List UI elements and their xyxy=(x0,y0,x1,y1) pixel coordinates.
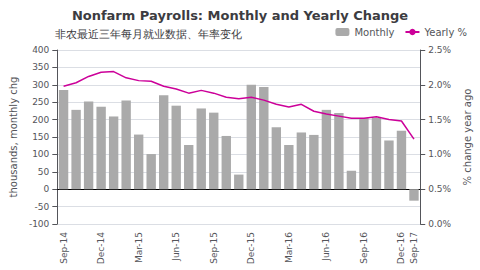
svg-text:2.0%: 2.0% xyxy=(428,80,451,90)
svg-text:Mar-16: Mar-16 xyxy=(284,232,294,263)
svg-text:0: 0 xyxy=(44,184,50,194)
svg-text:250: 250 xyxy=(32,97,49,107)
svg-text:100: 100 xyxy=(32,149,49,159)
svg-text:Sep-15: Sep-15 xyxy=(209,232,219,264)
svg-text:2.5%: 2.5% xyxy=(428,45,451,55)
svg-text:400: 400 xyxy=(32,45,49,55)
svg-text:200: 200 xyxy=(32,115,49,125)
svg-text:% change year ago: % change year ago xyxy=(462,89,473,186)
svg-text:Yearly %: Yearly % xyxy=(423,27,467,38)
svg-text:Jun-16: Jun-16 xyxy=(321,232,331,262)
svg-text:300: 300 xyxy=(32,80,49,90)
svg-text:非农最近三年每月就业数据、年率变化: 非农最近三年每月就业数据、年率变化 xyxy=(55,28,242,41)
svg-text:Jun-15: Jun-15 xyxy=(171,232,181,262)
svg-text:0.0%: 0.0% xyxy=(428,219,451,229)
svg-text:Dec-16: Dec-16 xyxy=(396,232,406,264)
svg-text:Mar-15: Mar-15 xyxy=(134,232,144,263)
svg-text:Nonfarm Payrolls: Monthly and: Nonfarm Payrolls: Monthly and Yearly Cha… xyxy=(72,8,408,23)
svg-text:0.5%: 0.5% xyxy=(428,184,451,194)
svg-text:350: 350 xyxy=(32,62,49,72)
svg-text:Sep-16: Sep-16 xyxy=(359,232,369,264)
svg-text:Sep-17: Sep-17 xyxy=(409,232,419,264)
svg-text:Sep-14: Sep-14 xyxy=(59,232,69,264)
svg-text:Monthly: Monthly xyxy=(354,27,394,38)
svg-text:50: 50 xyxy=(38,167,50,177)
svg-text:thousands, monthly chg: thousands, monthly chg xyxy=(8,77,19,198)
svg-text:Dec-15: Dec-15 xyxy=(246,232,256,264)
svg-text:Dec-14: Dec-14 xyxy=(96,232,106,264)
svg-text:-50: -50 xyxy=(35,202,50,212)
svg-text:1.0%: 1.0% xyxy=(428,149,451,159)
svg-text:150: 150 xyxy=(32,132,49,142)
svg-text:-100: -100 xyxy=(29,219,50,229)
svg-text:1.5%: 1.5% xyxy=(428,115,451,125)
